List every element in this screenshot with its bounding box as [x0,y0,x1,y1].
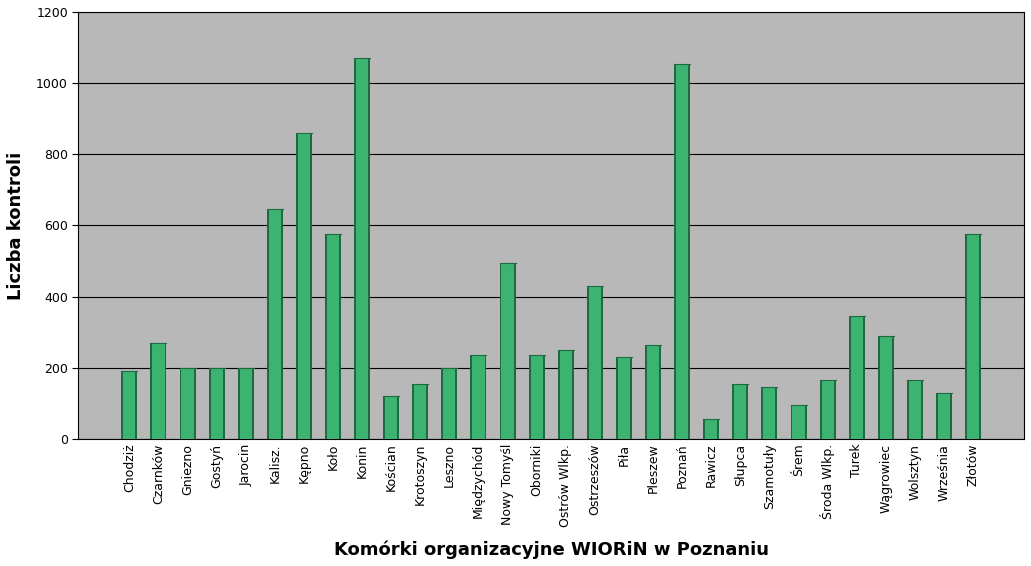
Bar [485,355,487,439]
Bar [718,419,720,439]
Bar [456,368,458,439]
Bar [877,336,894,439]
Bar [762,387,763,439]
Bar [542,355,544,439]
Bar [122,371,124,439]
Bar [179,368,196,439]
Bar [412,384,414,439]
Bar [703,419,720,439]
Bar [965,234,982,439]
Bar [208,368,210,439]
Bar [674,63,690,439]
Bar [558,350,560,439]
Bar [151,343,166,439]
Bar [732,384,749,439]
Bar [513,263,516,439]
Bar [165,343,166,439]
Bar [659,345,661,439]
Bar [238,368,239,439]
Bar [936,393,952,439]
Bar [354,58,370,439]
Bar [587,286,589,439]
Bar [892,336,894,439]
Bar [746,384,749,439]
Bar [849,316,851,439]
Bar [791,405,793,439]
Bar [441,368,458,439]
Bar [921,380,923,439]
Bar [529,355,544,439]
Bar [762,387,777,439]
Bar [384,396,386,439]
Bar [384,396,399,439]
Bar [689,63,690,439]
Bar [950,393,952,439]
Bar [804,405,806,439]
Bar [645,345,661,439]
Bar [122,371,137,439]
Bar [877,336,879,439]
Bar [558,350,573,439]
Bar [310,133,312,439]
X-axis label: Komórki organizacyjne WIORiN w Poznaniu: Komórki organizacyjne WIORiN w Poznaniu [334,541,769,559]
Bar [820,380,835,439]
Bar [267,209,282,439]
Bar [267,209,269,439]
Bar [280,209,282,439]
Bar [936,393,938,439]
Bar [630,357,632,439]
Y-axis label: Liczba kontroli: Liczba kontroli [7,151,25,299]
Bar [907,380,923,439]
Bar [470,355,487,439]
Bar [470,355,472,439]
Bar [208,368,225,439]
Bar [775,387,777,439]
Bar [645,345,646,439]
Bar [834,380,835,439]
Bar [616,357,632,439]
Bar [339,234,341,439]
Bar [979,234,982,439]
Bar [151,343,153,439]
Bar [572,350,573,439]
Bar [529,355,531,439]
Bar [601,286,603,439]
Bar [441,368,443,439]
Bar [674,63,676,439]
Bar [427,384,428,439]
Bar [732,384,734,439]
Bar [965,234,967,439]
Bar [616,357,618,439]
Bar [296,133,298,439]
Bar [252,368,254,439]
Bar [397,396,399,439]
Bar [194,368,196,439]
Bar [223,368,225,439]
Bar [791,405,806,439]
Bar [325,234,341,439]
Bar [703,419,705,439]
Bar [354,58,356,439]
Bar [500,263,501,439]
Bar [325,234,327,439]
Bar [863,316,865,439]
Bar [907,380,908,439]
Bar [500,263,516,439]
Bar [368,58,370,439]
Bar [849,316,865,439]
Bar [135,371,137,439]
Bar [820,380,822,439]
Bar [179,368,181,439]
Bar [587,286,603,439]
Bar [412,384,428,439]
Bar [296,133,312,439]
Bar [238,368,254,439]
